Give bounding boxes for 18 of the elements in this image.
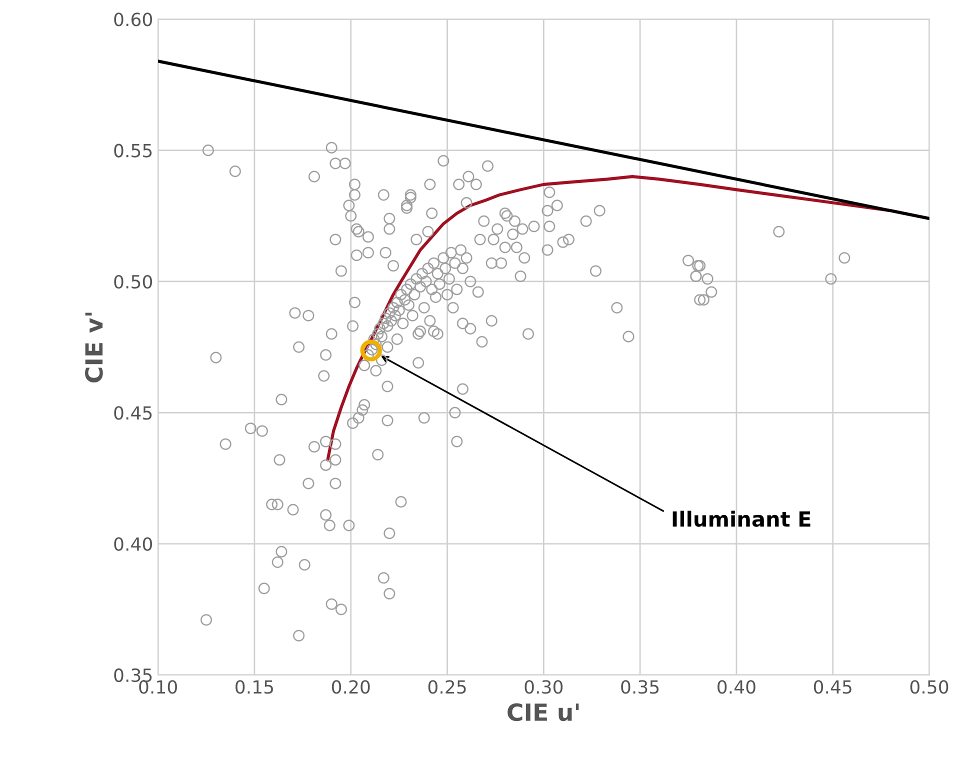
x-tick-label: 0.20 bbox=[332, 680, 370, 694]
x-tick-label: 0.30 bbox=[524, 680, 563, 694]
x-tick-label: 0.40 bbox=[718, 680, 756, 694]
x-tick-label: 0.15 bbox=[236, 680, 273, 694]
x-tick-label: 0.25 bbox=[428, 680, 466, 694]
y-axis-title: CIE v' bbox=[85, 312, 103, 382]
y-tick-label: 0.60 bbox=[114, 12, 152, 26]
annotation: Illuminant E bbox=[672, 510, 810, 527]
x-axis-title: CIE u' bbox=[508, 703, 579, 722]
y-tick-label: 0.40 bbox=[114, 537, 152, 551]
x-tick-label: 0.50 bbox=[910, 680, 948, 694]
y-tick-label: 0.50 bbox=[114, 274, 152, 289]
y-tick-label: 0.55 bbox=[114, 144, 152, 158]
y-tick-label: 0.35 bbox=[114, 668, 152, 682]
x-tick-label: 0.45 bbox=[814, 680, 852, 694]
x-tick-label: 0.10 bbox=[139, 680, 177, 694]
y-tick-label: 0.45 bbox=[114, 406, 152, 420]
x-tick-label: 0.35 bbox=[621, 680, 659, 694]
